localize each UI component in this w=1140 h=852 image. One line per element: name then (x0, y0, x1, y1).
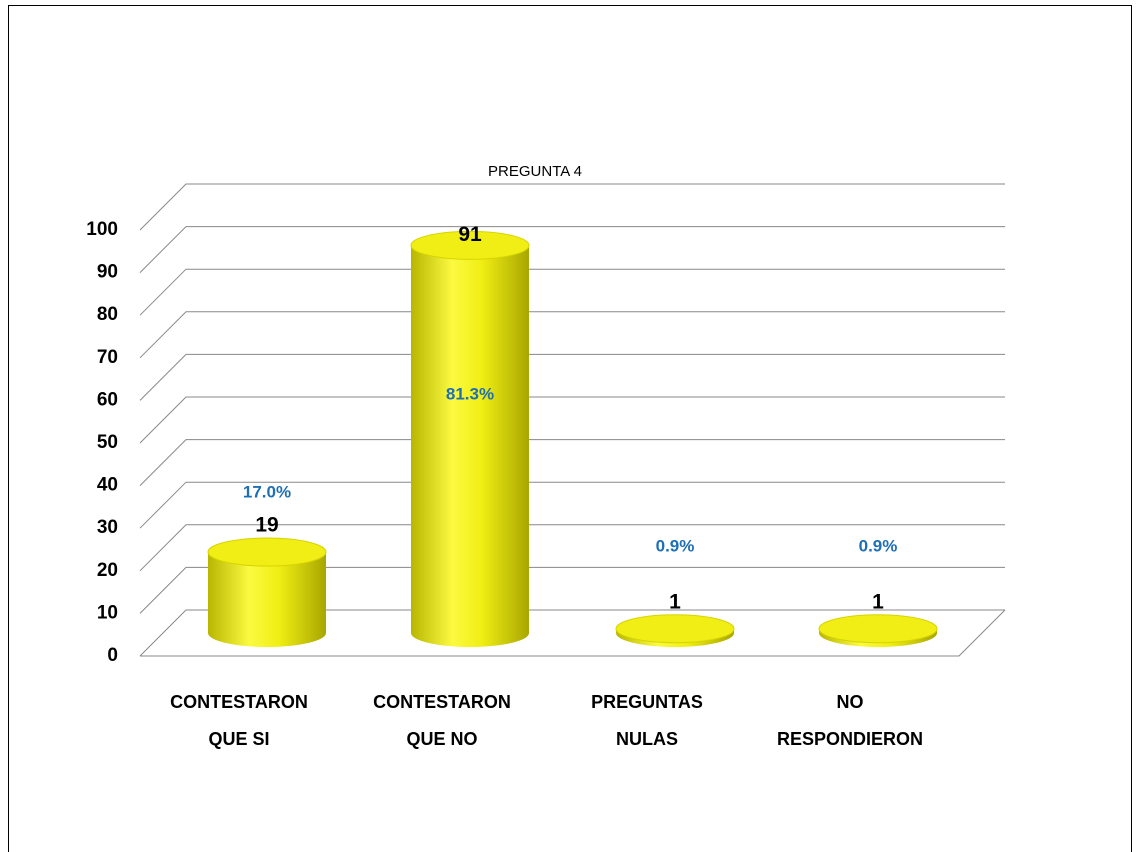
frame (8, 5, 1132, 852)
floor-edge (140, 609, 1006, 657)
percent-label: 0.9% (656, 536, 695, 555)
y-tick-label: 10 (97, 602, 118, 623)
grid-line (139, 524, 1005, 572)
y-tick-label: 0 (107, 645, 118, 666)
grid-line (139, 353, 1005, 401)
y-tick-label: 70 (97, 347, 118, 368)
grid-line (139, 609, 1005, 657)
value-label: 91 (458, 223, 482, 246)
bar-top (207, 537, 327, 567)
value-label: 1 (872, 590, 884, 613)
y-tick-label: 80 (97, 304, 118, 325)
y-tick-label: 20 (97, 560, 118, 581)
grid-line (139, 226, 1005, 273)
y-tick-label: 60 (97, 389, 118, 410)
grid-line (139, 566, 1005, 614)
grid-line (139, 396, 1005, 444)
bar (208, 552, 326, 647)
percent-label: 81.3% (446, 384, 494, 403)
value-label: 19 (255, 514, 278, 537)
grid-line (139, 481, 1005, 529)
bar-top (410, 230, 530, 260)
bar (616, 628, 734, 647)
x-tick-label: PREGUNTAS NULAS (591, 692, 703, 749)
grid-line (139, 311, 1005, 359)
bar-top (818, 614, 938, 644)
y-tick-label: 40 (97, 475, 118, 496)
x-tick-label: CONTESTARON QUE NO (373, 692, 511, 749)
percent-label: 17.0% (243, 482, 291, 501)
percent-label: 0.9% (859, 536, 898, 555)
y-tick-label: 30 (97, 517, 118, 538)
bar (819, 628, 937, 647)
bar (411, 245, 529, 647)
grid-line (139, 183, 1005, 231)
x-tick-label: CONTESTARON QUE SI (170, 692, 308, 749)
grid-line (139, 268, 1005, 316)
y-tick-label: 90 (97, 262, 118, 283)
chart-title: PREGUNTA 4 (488, 163, 582, 180)
x-tick-label: NO RESPONDIERON (776, 692, 924, 749)
bar-top (615, 614, 735, 644)
y-tick-label: 50 (97, 432, 118, 453)
y-tick-label: 100 (86, 219, 118, 240)
grid-line (139, 439, 1005, 486)
value-label: 1 (669, 590, 681, 613)
